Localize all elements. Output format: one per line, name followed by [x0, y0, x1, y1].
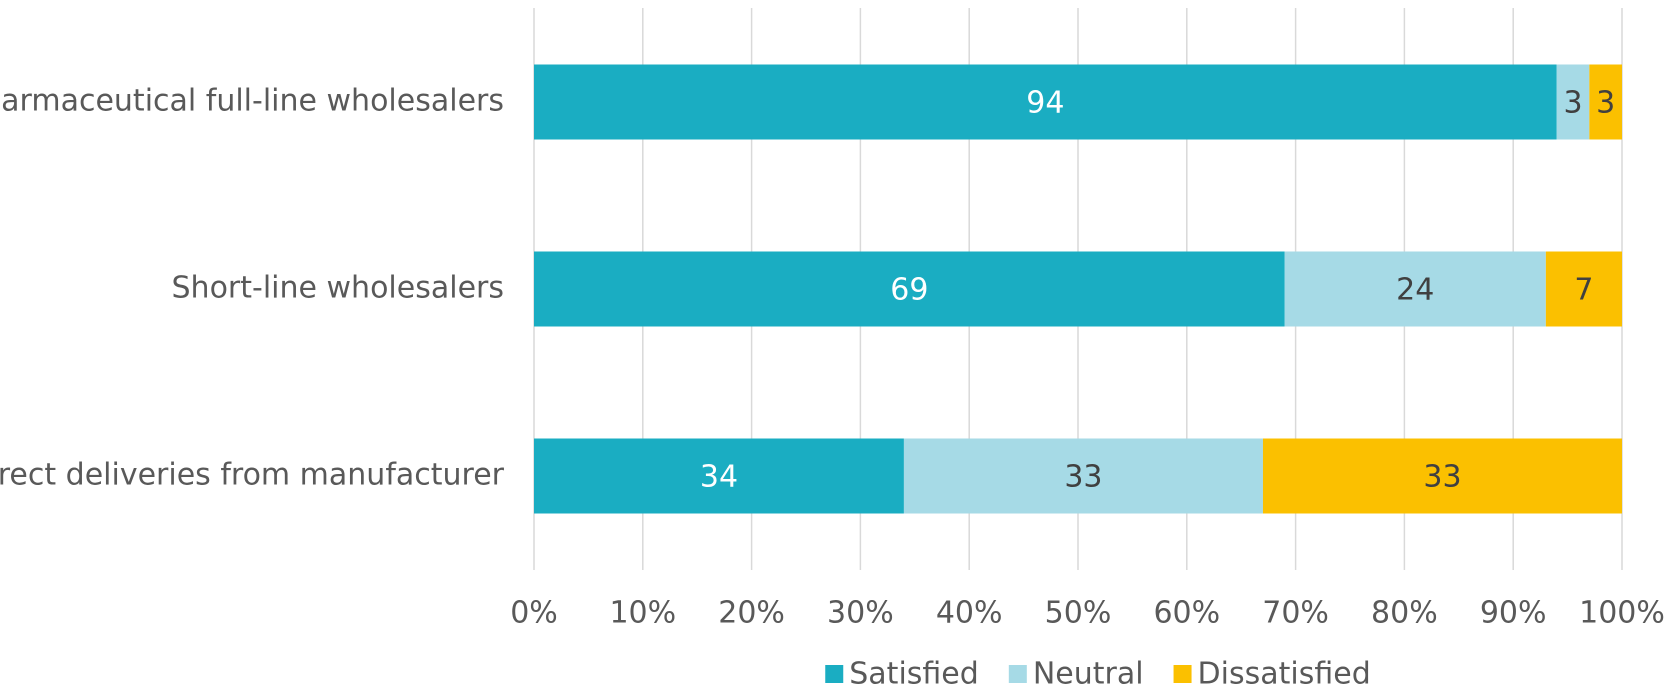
bar-segment [1589, 64, 1622, 140]
legend-swatch [825, 665, 844, 683]
bar-segment [903, 438, 1263, 514]
value-axis: 0% 10% 20% 30% 40% 50% 60% 70% 80% 90% 100% [510, 596, 1665, 631]
data-label: 94 [1026, 86, 1064, 121]
data-label: 33 [1423, 460, 1461, 495]
x-tick-label: 100% [1579, 596, 1665, 631]
legend-label: Neutral [1033, 657, 1144, 688]
legend-item[interactable]: Dissatisfied [1173, 657, 1371, 688]
bar-segment [1284, 251, 1546, 327]
data-label: 69 [890, 273, 928, 308]
x-tick-label: 20% [718, 596, 785, 631]
x-tick-label: 60% [1153, 596, 1220, 631]
data-labels: 94 3 369 24 734 33 33 [700, 86, 1615, 495]
legend-swatch [1173, 665, 1192, 683]
legend-item[interactable]: Satisfied [825, 657, 979, 688]
x-tick-label: 80% [1371, 596, 1438, 631]
x-tick-label: 50% [1045, 596, 1112, 631]
bar-segment [534, 438, 904, 514]
data-label: 3 [1563, 86, 1582, 121]
category-label: Direct deliveries from manufacturer [0, 458, 505, 493]
data-label: 3 [1596, 86, 1615, 121]
x-tick-label: 10% [609, 596, 676, 631]
x-tick-label: 0% [510, 596, 558, 631]
x-tick-label: 70% [1262, 596, 1329, 631]
category-axis: Pharmaceutical full-line wholesalers Shor… [0, 84, 505, 493]
data-label: 7 [1574, 273, 1593, 308]
legend[interactable]: Satisfied Neutral Dissatisfied [825, 657, 1371, 688]
x-tick-label: 90% [1480, 596, 1547, 631]
data-label: 34 [700, 460, 738, 495]
legend-label: Dissatisfied [1198, 657, 1371, 688]
legend-label: Satisfied [849, 657, 979, 688]
x-tick-label: 30% [827, 596, 894, 631]
category-label: Short-line wholesalers [172, 271, 504, 306]
legend-swatch [1008, 665, 1027, 683]
bar-segment [534, 64, 1557, 140]
bar-segment [1556, 64, 1590, 140]
bar-segment [1545, 251, 1622, 327]
bars [534, 64, 1622, 514]
data-label: 33 [1064, 460, 1102, 495]
category-label: Pharmaceutical full-line wholesalers [0, 84, 504, 119]
x-tick-label: 40% [936, 596, 1003, 631]
bar-segment [1262, 438, 1622, 514]
bar-segment [534, 251, 1285, 327]
legend-item[interactable]: Neutral [1008, 657, 1144, 688]
data-label: 24 [1396, 273, 1434, 308]
